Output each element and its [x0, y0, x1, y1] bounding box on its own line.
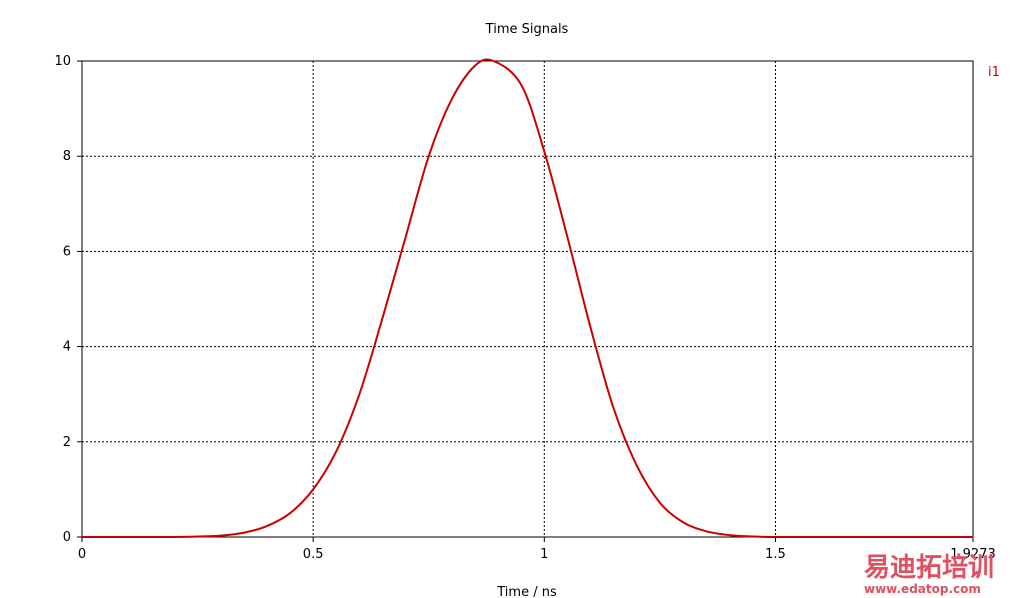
y-axis: 0 2 4 6 8 10: [54, 54, 82, 545]
x-tick-label: 1: [540, 547, 548, 562]
y-tick-label: 2: [63, 435, 71, 450]
legend: i1: [988, 65, 1000, 80]
x-tick-label: 0.5: [303, 547, 324, 562]
watermark-url-text: www.edatop.com: [864, 582, 981, 596]
legend-label-i1: i1: [988, 65, 1000, 80]
y-tick-label: 0: [63, 530, 71, 545]
x-end-tick-label: 1.9273: [950, 547, 996, 562]
watermark-logo: 易迪拓培训 www.edatop.com: [864, 553, 994, 596]
watermark-chinese-text: 易迪拓培训: [864, 553, 994, 583]
y-tick-label: 4: [63, 340, 71, 355]
x-axis-title: Time / ns: [496, 585, 557, 598]
series-line-i1: [82, 58, 973, 538]
plot-area-frame: [81, 60, 974, 538]
y-tick-label: 6: [63, 244, 71, 259]
chart-title: Time Signals: [485, 22, 569, 37]
x-axis: 0 0.5 1 1.5 1.9273: [78, 537, 996, 562]
x-tick-label: 1.5: [765, 547, 786, 562]
y-tick-label: 8: [63, 149, 71, 164]
x-tick-label: 0: [78, 547, 86, 562]
series-layer: [82, 58, 973, 538]
grid-lines: [82, 61, 973, 537]
y-tick-label: 10: [54, 54, 71, 69]
